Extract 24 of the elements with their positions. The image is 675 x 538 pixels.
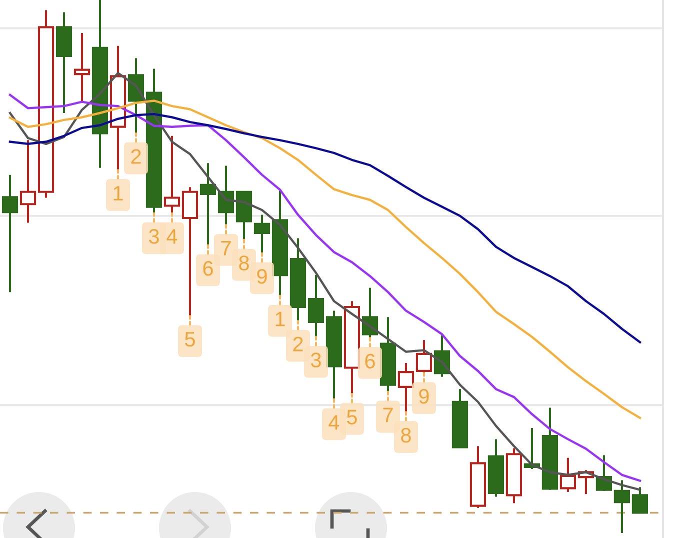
text: 5 (185, 332, 195, 347)
text: 3 (149, 229, 159, 244)
text: 1 (114, 186, 123, 200)
candlestick (2, 174, 18, 294)
candlestick (20, 139, 36, 224)
text: 1 (276, 312, 285, 326)
text: 9 (257, 269, 267, 284)
text: 3 (310, 352, 321, 368)
text: 8 (239, 256, 249, 270)
candlestick (632, 486, 648, 514)
text: 7 (383, 408, 393, 422)
text: 6 (203, 261, 213, 276)
text: 6 (365, 354, 375, 368)
candlestick (560, 456, 576, 493)
candlestick (74, 32, 90, 103)
candlestick (614, 479, 630, 534)
text: 5 (347, 410, 357, 424)
text: 2 (131, 149, 141, 164)
text: 2 (293, 336, 303, 352)
text: 4 (166, 229, 178, 244)
text: 4 (328, 415, 340, 430)
text: 8 (401, 428, 411, 443)
text: 9 (419, 388, 429, 404)
text: 7 (221, 240, 231, 256)
